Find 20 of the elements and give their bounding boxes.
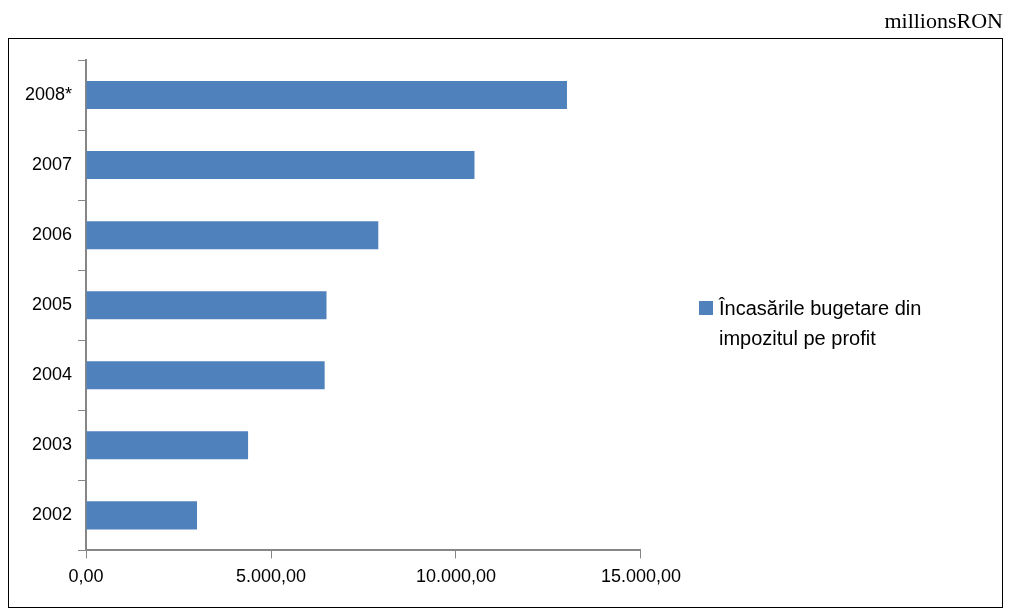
bar — [86, 81, 567, 110]
y-tick-label: 2006 — [32, 224, 73, 245]
y-tick-label: 2008* — [24, 84, 73, 104]
y-tick-label: 2004 — [32, 364, 73, 385]
bar — [86, 221, 379, 250]
text: millionsRON — [884, 8, 1003, 33]
x-tick-label: 5.000,00 — [235, 566, 307, 587]
x-tick-label: 10.000,00 — [415, 566, 497, 587]
y-tick-label: 2005 — [32, 294, 73, 315]
bar — [86, 151, 475, 180]
x-tick-label: 0,00 — [68, 566, 104, 587]
bar — [86, 291, 327, 320]
x-tick-label: 15.000,00 — [600, 566, 681, 587]
y-tick-label: 2003 — [32, 434, 73, 455]
legend-label: Încasările bugetare din impozitul pe profit — [719, 296, 923, 351]
bar — [86, 501, 198, 530]
bar — [86, 361, 325, 390]
y-tick-label: 2007 — [32, 154, 73, 175]
bar — [86, 431, 249, 460]
y-tick-label: 2002 — [32, 504, 73, 525]
